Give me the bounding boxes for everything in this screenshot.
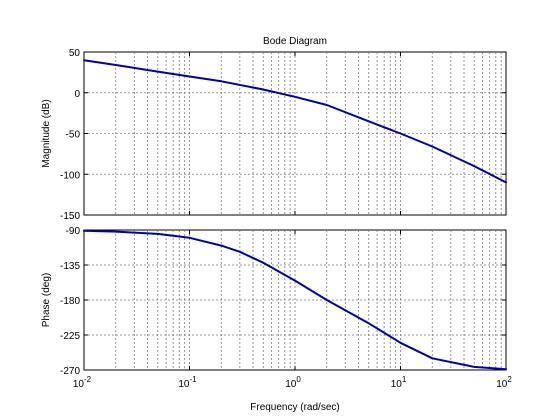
magnitude-y-tick-label: -100 — [60, 170, 80, 181]
magnitude-y-tick-label: -50 — [66, 130, 81, 141]
phase-y-tick-label: -225 — [60, 331, 80, 342]
frequency-tick-label: 100 — [285, 375, 301, 390]
phase-axis-label: Phase (deg) — [41, 273, 52, 327]
magnitude-axis-label: Magnitude (dB) — [41, 99, 52, 167]
phase-y-tick-label: -90 — [66, 226, 81, 237]
phase-y-tick-label: -135 — [60, 261, 80, 272]
phase-y-tick-label: -180 — [60, 296, 80, 307]
frequency-axis-label: Frequency (rad/sec) — [250, 402, 339, 413]
frequency-tick-label: 10-2 — [73, 375, 92, 390]
frequency-tick-label: 101 — [391, 375, 407, 390]
magnitude-response-line — [83, 59, 507, 184]
phase-y-tick-label: -270 — [60, 366, 80, 377]
magnitude-y-tick-label: -150 — [60, 211, 80, 222]
magnitude-y-tick-label: 50 — [69, 48, 81, 59]
frequency-tick-label: 102 — [496, 375, 512, 390]
magnitude-panel: 50 0 -50 -100 -150 — [60, 48, 507, 222]
phase-response-line — [83, 229, 507, 371]
frequency-tick-label: 10-1 — [178, 375, 197, 390]
magnitude-y-tick-label: 0 — [74, 89, 80, 100]
chart-title: Bode Diagram — [263, 36, 327, 47]
